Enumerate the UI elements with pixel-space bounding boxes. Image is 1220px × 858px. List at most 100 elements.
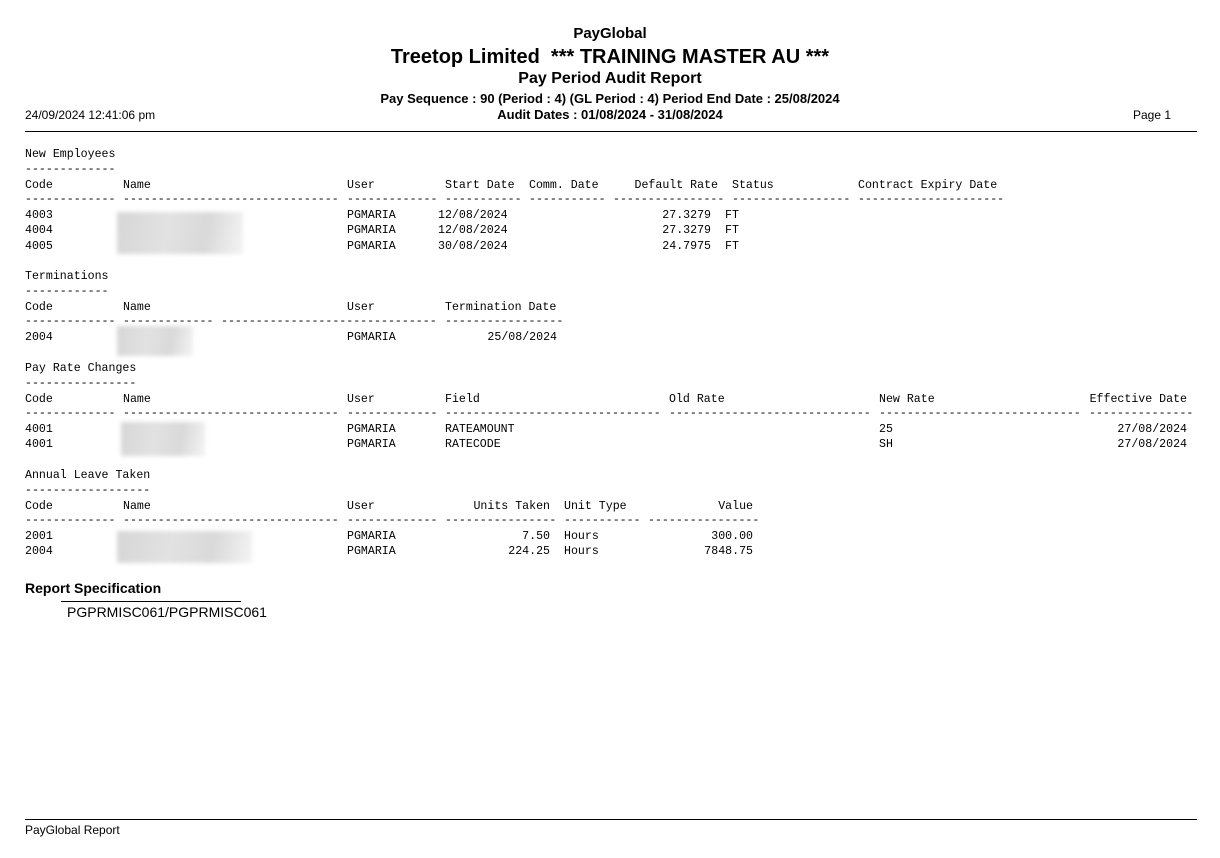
table-cell: 300.00 (711, 530, 753, 543)
dash-underline: ----------------------------- (879, 407, 1081, 420)
dash-underline: ------------------------------- (123, 514, 339, 527)
column-header: Termination Date (445, 301, 557, 314)
column-header: Value (718, 500, 753, 513)
table-cell: 4005 (25, 240, 53, 253)
section-title: New Employees (25, 148, 116, 161)
dash-underline: ------------------------------- (221, 315, 437, 328)
column-header: Comm. Date (529, 179, 599, 192)
column-header: Start Date (445, 179, 515, 192)
section-title: Annual Leave Taken (25, 469, 151, 482)
section-title: Terminations (25, 270, 109, 283)
table-cell: 24.7975 (662, 240, 711, 253)
dash-underline: ------------------------------- (123, 193, 339, 206)
dash-underline: ----------------- (445, 315, 564, 328)
table-cell: 4001 (25, 438, 53, 451)
column-header: User (347, 179, 375, 192)
report-spec-title: Report Specification (25, 580, 162, 596)
table-cell: 27/08/2024 (1117, 438, 1187, 451)
table-cell: 12/08/2024 (438, 224, 508, 237)
table-cell: RATECODE (445, 438, 501, 451)
table-cell: 30/08/2024 (438, 240, 508, 253)
redacted-name (117, 212, 243, 254)
table-cell: 7848.75 (704, 545, 753, 558)
column-header: Code (25, 301, 53, 314)
dash-underline: ------------- (347, 193, 438, 206)
dash-underline: ----------------- (732, 193, 851, 206)
column-header: Name (123, 301, 151, 314)
audit-dates: Audit Dates : 01/08/2024 - 31/08/2024 (497, 107, 723, 122)
column-header: Name (123, 179, 151, 192)
table-cell: 224.25 (508, 545, 550, 558)
print-timestamp: 24/09/2024 12:41:06 pm (25, 108, 156, 122)
column-header: Code (25, 179, 53, 192)
dash-underline: ------------------------------- (123, 407, 339, 420)
table-cell: 12/08/2024 (438, 209, 508, 222)
dash-underline: ---------------- (648, 514, 760, 527)
dash-underline: ------------------------------- (445, 407, 661, 420)
app-name: PayGlobal (573, 25, 647, 42)
table-cell: FT (725, 224, 739, 237)
table-cell: 4004 (25, 224, 53, 237)
report-spec-rule (61, 601, 241, 602)
dash-underline: ------------ (25, 285, 109, 298)
column-header: Status (732, 179, 774, 192)
column-header: User (347, 301, 375, 314)
table-cell: 27.3279 (662, 209, 711, 222)
dash-underline: ------------- (25, 315, 116, 328)
table-cell: PGMARIA (347, 530, 396, 543)
column-header: Name (123, 500, 151, 513)
section-title: Pay Rate Changes (25, 362, 137, 375)
table-cell: Hours (564, 530, 599, 543)
column-header: User (347, 393, 375, 406)
dash-underline: ------------- (347, 407, 438, 420)
dash-underline: ---------------- (445, 514, 557, 527)
dash-underline: ------------- (123, 315, 214, 328)
footer-label: PayGlobal Report (25, 823, 120, 837)
dash-underline: --------------- (1089, 407, 1194, 420)
table-cell: PGMARIA (347, 209, 396, 222)
dash-underline: --------------------- (858, 193, 1005, 206)
dash-underline: ------------- (25, 514, 116, 527)
table-cell: RATEAMOUNT (445, 423, 515, 436)
column-header: Old Rate (669, 393, 725, 406)
redacted-name (117, 326, 193, 356)
column-header: Field (445, 393, 480, 406)
table-cell: 25 (879, 423, 893, 436)
dash-underline: ------------- (25, 163, 116, 176)
column-header: Units Taken (473, 500, 550, 513)
company-title: Treetop Limited *** TRAINING MASTER AU *… (390, 46, 830, 68)
header-rule (25, 131, 1197, 132)
dash-underline: ----------- (445, 193, 522, 206)
column-header: Code (25, 500, 53, 513)
report-title: Pay Period Audit Report (518, 70, 702, 87)
redacted-name (121, 422, 205, 456)
table-cell: 2004 (25, 545, 53, 558)
report-spec-value: PGPRMISC061/PGPRMISC061 (67, 604, 267, 620)
table-cell: 4001 (25, 423, 53, 436)
column-header: Unit Type (564, 500, 627, 513)
column-header: Code (25, 393, 53, 406)
dash-underline: ------------- (25, 407, 116, 420)
table-cell: Hours (564, 545, 599, 558)
dash-underline: ------------- (25, 193, 116, 206)
dash-underline: ---------------- (613, 193, 725, 206)
table-cell: PGMARIA (347, 331, 396, 344)
table-cell: FT (725, 209, 739, 222)
column-header: New Rate (879, 393, 935, 406)
dash-underline: ----------- (529, 193, 606, 206)
dash-underline: ------------------ (25, 484, 151, 497)
table-cell: PGMARIA (347, 423, 396, 436)
redacted-name (117, 531, 252, 563)
pay-sequence: Pay Sequence : 90 (Period : 4) (GL Perio… (380, 91, 840, 106)
table-cell: FT (725, 240, 739, 253)
column-header: Default Rate (634, 179, 719, 192)
table-cell: 25/08/2024 (487, 331, 557, 344)
column-header: Effective Date (1089, 393, 1187, 406)
page-number: Page 1 (1133, 108, 1172, 122)
dash-underline: ------------- (347, 514, 438, 527)
table-cell: 4003 (25, 209, 53, 222)
table-cell: 7.50 (522, 530, 550, 543)
table-cell: SH (879, 438, 893, 451)
dash-underline: ----------------------------- (669, 407, 871, 420)
table-cell: PGMARIA (347, 240, 396, 253)
